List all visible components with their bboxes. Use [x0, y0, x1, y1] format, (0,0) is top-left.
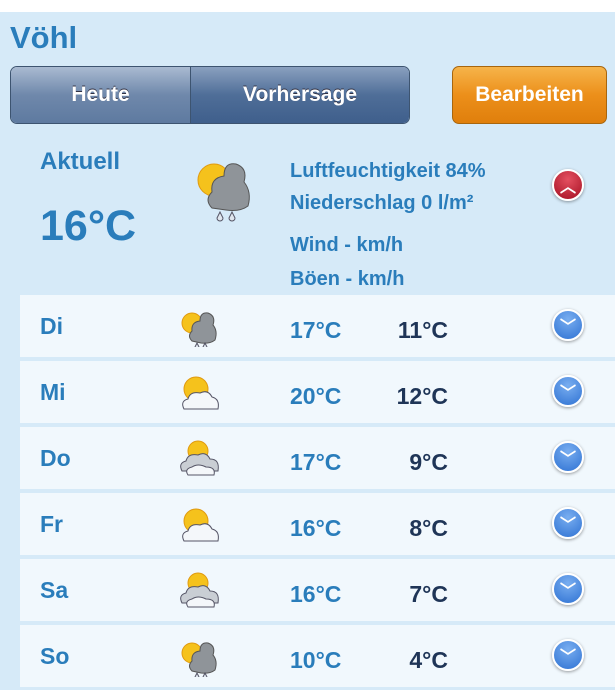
high-temp: 20°C: [290, 383, 342, 409]
view-segmented-control: Heute Vorhersage: [10, 66, 410, 124]
current-label: Aktuell: [40, 148, 121, 175]
forecast-row[interactable]: Mi 20°C 12°C ﹀: [20, 361, 615, 423]
collapse-button[interactable]: ︿: [552, 169, 584, 201]
day-label: Di: [40, 313, 63, 339]
sun-cloud-rain-icon: [181, 312, 217, 347]
chevron-down-icon: ﹀: [559, 517, 576, 534]
low-temp: 4°C: [409, 647, 448, 673]
expand-button[interactable]: ﹀: [552, 375, 584, 407]
wind-text: Wind - km/h: [290, 234, 404, 256]
sun-cloud-rain-icon: [197, 163, 250, 222]
day-label: So: [40, 643, 70, 669]
humidity-text: Luftfeuchtigkeit 84%: [290, 160, 486, 182]
forecast-row[interactable]: Sa 16°C 7°C ﹀: [20, 559, 615, 621]
high-temp: 17°C: [290, 317, 342, 343]
tab-heute[interactable]: Heute: [11, 67, 191, 123]
expand-button[interactable]: ﹀: [552, 507, 584, 539]
chevron-up-icon: ︿: [559, 179, 576, 196]
forecast-row[interactable]: Di 17°C 11°C ﹀: [20, 295, 615, 357]
tab-vorhersage[interactable]: Vorhersage: [191, 67, 409, 123]
chevron-down-icon: ﹀: [559, 649, 576, 666]
chevron-down-icon: ﹀: [559, 583, 576, 600]
sun-cloud-rain-icon: [181, 642, 217, 677]
location-title: Vöhl: [10, 20, 78, 55]
low-temp: 7°C: [409, 581, 448, 607]
cloud-sun-icon: [180, 572, 219, 608]
precipitation-text: Niederschlag 0 l/m²: [290, 192, 474, 214]
forecast-row[interactable]: Do 17°C 9°C ﹀: [20, 427, 615, 489]
chevron-down-icon: ﹀: [559, 319, 576, 336]
low-temp: 8°C: [409, 515, 448, 541]
low-temp: 9°C: [409, 449, 448, 475]
forecast-row[interactable]: So 10°C 4°C ﹀: [20, 625, 615, 687]
high-temp: 16°C: [290, 515, 342, 541]
current-temp: 16°C: [40, 202, 137, 250]
forecast-row[interactable]: Fr 16°C 8°C ﹀: [20, 493, 615, 555]
low-temp: 12°C: [396, 383, 448, 409]
gusts-text: Böen - km/h: [290, 268, 405, 290]
high-temp: 10°C: [290, 647, 342, 673]
day-label: Do: [40, 445, 71, 471]
sun-cloud-icon: [182, 376, 219, 410]
day-label: Fr: [40, 511, 63, 537]
expand-button[interactable]: ﹀: [552, 639, 584, 671]
sun-cloud-icon: [182, 508, 219, 542]
high-temp: 16°C: [290, 581, 342, 607]
weather-app: Vöhl Heute Vorhersage Bearbeiten Aktuell…: [0, 12, 615, 690]
expand-button[interactable]: ﹀: [552, 441, 584, 473]
edit-button[interactable]: Bearbeiten: [452, 66, 607, 124]
day-label: Sa: [40, 577, 69, 603]
chevron-down-icon: ﹀: [559, 451, 576, 468]
expand-button[interactable]: ﹀: [552, 573, 584, 605]
low-temp: 11°C: [397, 317, 448, 343]
chevron-down-icon: ﹀: [559, 385, 576, 402]
high-temp: 17°C: [290, 449, 342, 475]
day-label: Mi: [40, 379, 66, 405]
expand-button[interactable]: ﹀: [552, 309, 584, 341]
cloud-sun-icon: [180, 440, 219, 476]
